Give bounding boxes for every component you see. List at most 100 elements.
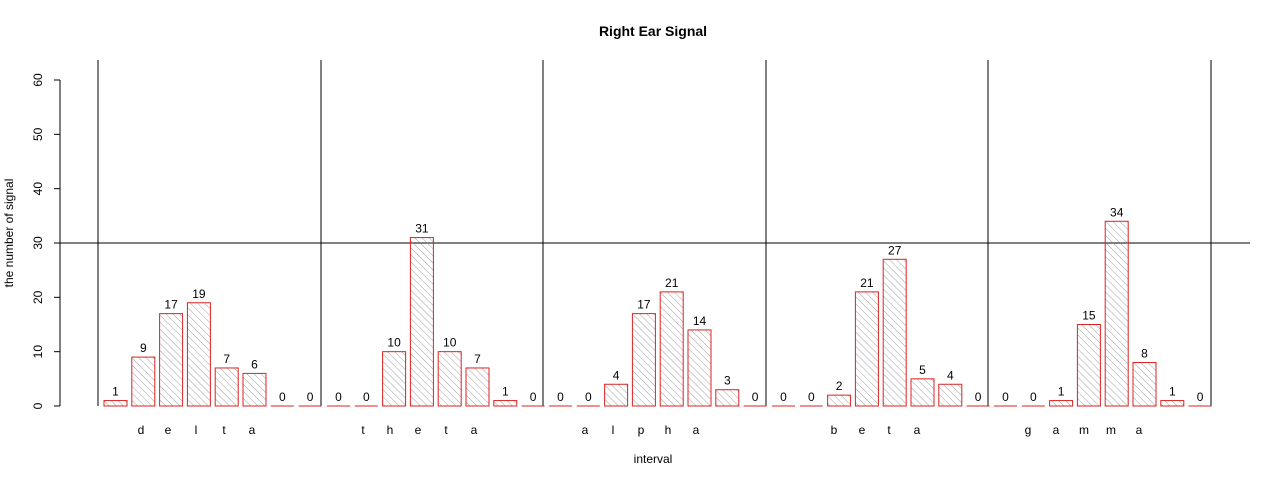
x-category-letter: p <box>638 423 645 437</box>
bar-value-label: 34 <box>1110 205 1124 219</box>
bar <box>827 394 852 407</box>
x-category-letter: e <box>415 423 422 437</box>
bar-value-label: 0 <box>1030 390 1037 404</box>
bar-value-label: 7 <box>223 352 230 366</box>
x-category-letter: t <box>222 423 226 437</box>
bar <box>1104 220 1129 407</box>
bar-value-label: 2 <box>836 379 843 393</box>
bar-value-label: 17 <box>164 298 178 312</box>
chart-title: Right Ear Signal <box>599 23 707 39</box>
x-category-letter: d <box>138 423 145 437</box>
x-category-letter: a <box>471 423 478 437</box>
x-category-letter: m <box>1106 423 1116 437</box>
bar-value-label: 0 <box>335 390 342 404</box>
bar <box>1076 324 1101 407</box>
bar-value-label: 6 <box>251 357 258 371</box>
bar-value-label: 0 <box>279 390 286 404</box>
bar-value-label: 9 <box>140 341 147 355</box>
bar-value-label: 17 <box>637 298 651 312</box>
bar <box>382 351 407 407</box>
bar <box>631 313 656 407</box>
bar <box>186 302 211 407</box>
bar <box>854 291 879 407</box>
bar <box>687 329 712 407</box>
y-tick-label: 0 <box>31 402 45 409</box>
x-category-letter: a <box>1136 423 1143 437</box>
bar <box>659 291 684 407</box>
bar-value-label: 10 <box>443 336 457 350</box>
bar-value-label: 21 <box>665 276 679 290</box>
y-tick-label: 20 <box>31 290 45 304</box>
bar <box>242 372 267 407</box>
bar-group: 0 0 1 15 34 8 1 0 g a m m a <box>994 205 1212 437</box>
y-tick-label: 30 <box>31 236 45 250</box>
bar-value-label: 0 <box>307 390 314 404</box>
bar-value-label: 10 <box>387 336 401 350</box>
bar-value-label: 19 <box>192 287 206 301</box>
bar-value-label: 8 <box>1141 347 1148 361</box>
bar <box>214 367 239 407</box>
bar-value-label: 3 <box>724 374 731 388</box>
bar-value-label: 0 <box>780 390 787 404</box>
bar-value-label: 14 <box>693 314 707 328</box>
x-category-letter: t <box>361 423 365 437</box>
bar <box>604 383 629 407</box>
bar-value-label: 1 <box>1058 385 1065 399</box>
y-tick-label: 10 <box>31 345 45 359</box>
bar <box>437 351 462 407</box>
bar-value-label: 0 <box>557 390 564 404</box>
y-tick-label: 40 <box>31 182 45 196</box>
bar-group: 0 0 4 17 21 14 3 0 a l p h a <box>549 276 767 437</box>
bar-value-label: 0 <box>585 390 592 404</box>
bar <box>1049 400 1074 407</box>
x-category-letter: h <box>665 423 672 437</box>
bar-value-label: 0 <box>530 390 537 404</box>
bar <box>465 367 490 407</box>
bar-value-label: 0 <box>752 390 759 404</box>
bar <box>159 313 184 407</box>
bar-value-label: 27 <box>888 243 902 257</box>
bar <box>1132 362 1157 407</box>
bar <box>1160 400 1185 407</box>
bar-value-label: 31 <box>415 222 429 236</box>
bar <box>493 400 518 407</box>
x-category-letter: a <box>1053 423 1060 437</box>
x-category-letter: t <box>444 423 448 437</box>
bar-value-label: 21 <box>860 276 874 290</box>
x-category-letter: g <box>1025 423 1032 437</box>
bar-value-label: 7 <box>474 352 481 366</box>
x-category-letter: a <box>582 423 589 437</box>
x-category-letter: a <box>914 423 921 437</box>
bar <box>715 389 740 407</box>
bar-group: 0 0 2 21 27 5 4 0 b e t a <box>772 243 990 437</box>
bar <box>409 237 434 407</box>
bar-value-label: 1 <box>502 385 509 399</box>
y-axis-label: the number of signal <box>2 179 16 288</box>
bar <box>103 400 128 407</box>
bar-value-label: 0 <box>975 390 982 404</box>
x-axis-label: interval <box>634 452 673 466</box>
x-category-letter: t <box>887 423 891 437</box>
y-tick-label: 60 <box>31 73 45 87</box>
x-category-letter: l <box>195 423 198 437</box>
x-category-letter: a <box>249 423 256 437</box>
bar <box>131 356 156 407</box>
bar-value-label: 0 <box>1002 390 1009 404</box>
bar-value-label: 1 <box>112 385 119 399</box>
bar <box>938 383 963 407</box>
y-tick-label: 50 <box>31 127 45 141</box>
x-category-letter: l <box>612 423 615 437</box>
bar <box>910 378 935 407</box>
bar-value-label: 4 <box>947 368 954 382</box>
bar <box>882 258 907 407</box>
bar-value-label: 0 <box>363 390 370 404</box>
bar-value-label: 0 <box>1197 390 1204 404</box>
y-axis: 0 10 20 30 40 50 60 <box>31 73 61 409</box>
x-category-letter: b <box>831 423 838 437</box>
bar-value-label: 5 <box>919 363 926 377</box>
bar-value-label: 1 <box>1169 385 1176 399</box>
